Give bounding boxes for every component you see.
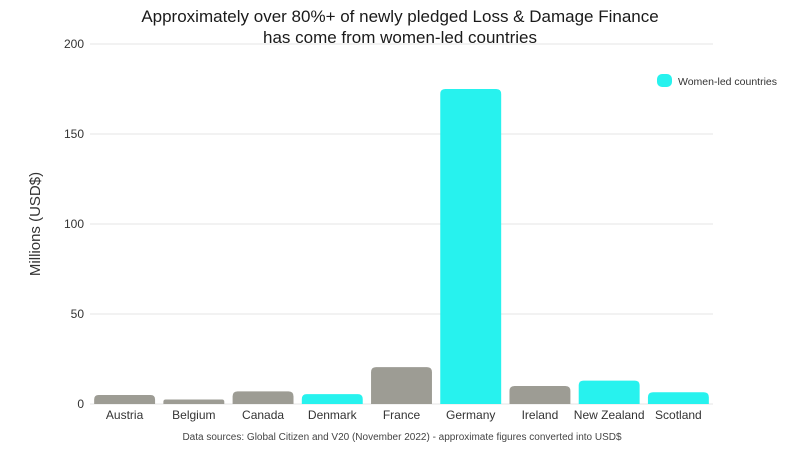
y-tick-label: 100 — [64, 217, 84, 231]
x-tick-label: Denmark — [308, 408, 358, 422]
x-tick-label: Germany — [446, 408, 495, 422]
legend-swatch-women-led — [657, 74, 672, 87]
bar-new-zealand — [578, 380, 640, 404]
bar-scotland — [647, 392, 709, 404]
legend-label-women-led: Women-led countries — [678, 76, 777, 88]
y-axis-label: Millions (USD$) — [27, 172, 44, 276]
chart-title: Approximately over 80%+ of newly pledged… — [0, 6, 800, 48]
x-tick-label: France — [383, 408, 421, 422]
bar-france — [371, 367, 432, 404]
y-axis-ticks: 0 50 100 150 200 — [64, 37, 84, 411]
bar-austria — [94, 395, 156, 404]
gridlines — [90, 43, 713, 405]
x-tick-label: Austria — [106, 408, 144, 422]
x-axis-ticks: Austria Belgium Canada Denmark France Germany… — [106, 408, 702, 422]
bar-belgium — [163, 399, 225, 404]
bar-germany — [440, 89, 502, 404]
bar-canada — [232, 391, 294, 404]
x-tick-label: Scotland — [655, 408, 702, 422]
chart-title-line-1: Approximately over 80%+ of newly pledged… — [141, 7, 659, 26]
y-tick-label: 0 — [77, 397, 84, 411]
y-tick-label: 200 — [64, 37, 84, 51]
bar-ireland — [509, 386, 571, 404]
bars — [94, 89, 709, 404]
y-tick-label: 150 — [64, 127, 84, 141]
y-tick-label: 50 — [71, 307, 85, 321]
x-tick-label: Ireland — [522, 408, 559, 422]
x-tick-label: Belgium — [172, 408, 215, 422]
x-tick-label: Canada — [242, 408, 284, 422]
bar-denmark — [301, 394, 363, 404]
x-tick-label: New Zealand — [574, 408, 645, 422]
legend: Women-led countries — [657, 74, 777, 88]
chart-title-line-2: has come from women-led countries — [262, 28, 537, 47]
data-source-note: Data sources: Global Citizen and V20 (No… — [182, 432, 622, 443]
